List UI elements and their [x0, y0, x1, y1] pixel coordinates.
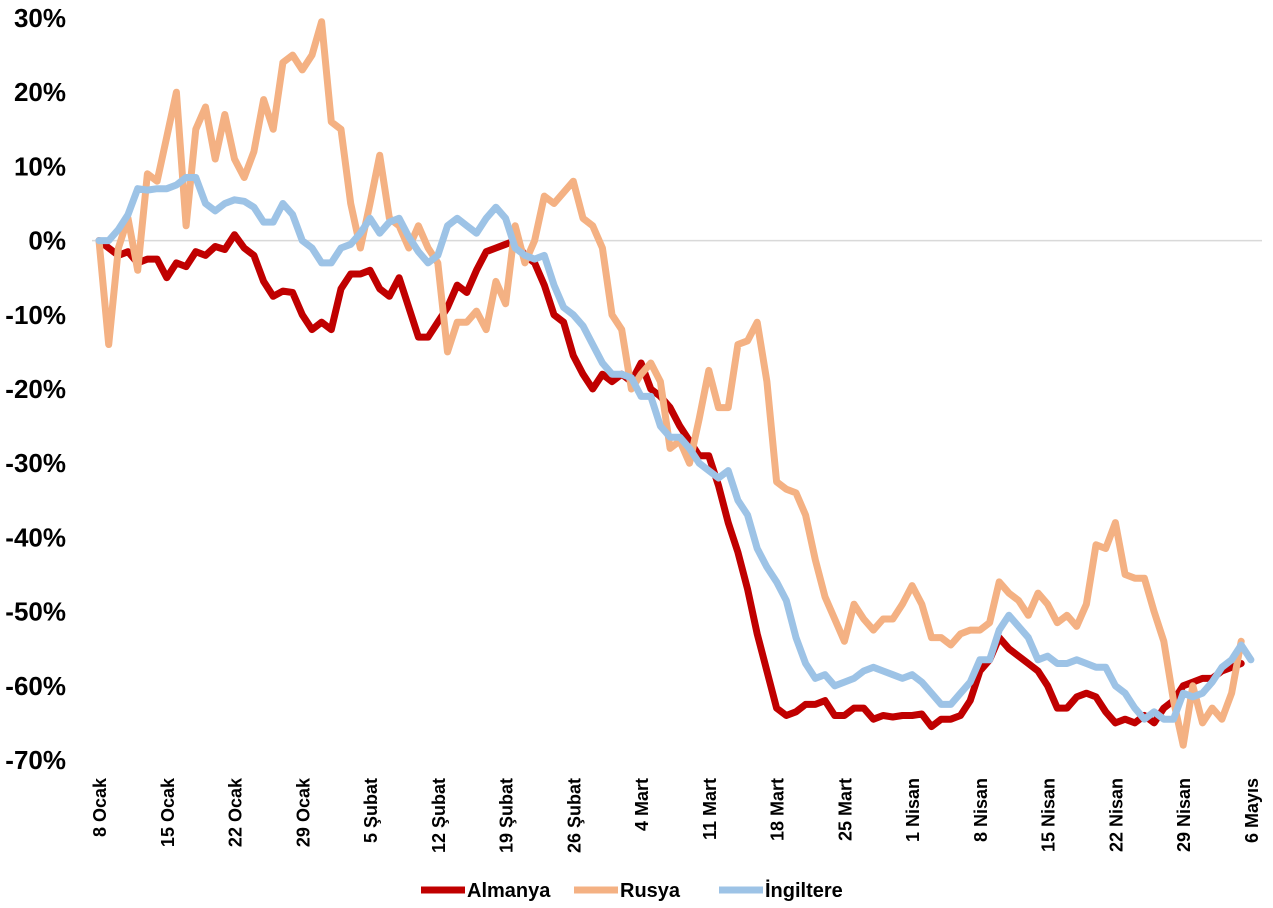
x-tick-label: 12 Şubat	[429, 778, 449, 853]
series-line	[95, 231, 1245, 731]
x-tick-label: 5 Şubat	[361, 778, 381, 843]
x-tick-label: 15 Nisan	[1039, 778, 1059, 852]
y-tick-label: 10%	[14, 151, 66, 181]
x-tick-label: 8 Nisan	[971, 778, 991, 842]
x-tick-label: 18 Mart	[768, 778, 788, 841]
y-tick-label: 30%	[14, 3, 66, 33]
x-tick-label: 29 Nisan	[1174, 778, 1194, 852]
y-axis-ticks: 30% 20% 10% 0% -10% -20% -30% -40% -50% -60% -70%	[5, 3, 66, 775]
legend: Almanya Rusya İngiltere	[421, 879, 843, 902]
series-line	[95, 174, 1255, 723]
legend-label: İngiltere	[765, 879, 843, 902]
y-tick-label: 20%	[14, 77, 66, 107]
y-tick-label: -10%	[5, 300, 66, 330]
x-tick-label: 8 Ocak	[90, 777, 110, 837]
series-lines	[95, 18, 1255, 749]
y-tick-label: -60%	[5, 671, 66, 701]
legend-label: Almanya	[467, 880, 551, 902]
x-tick-label: 29 Ocak	[293, 777, 313, 847]
y-tick-label: -40%	[5, 522, 66, 552]
x-tick-label: 6 Mayıs	[1242, 778, 1262, 843]
x-tick-label: 15 Ocak	[158, 777, 178, 847]
x-tick-label: 25 Mart	[835, 778, 855, 841]
y-tick-label: 0%	[28, 226, 66, 256]
x-tick-label: 22 Ocak	[226, 777, 246, 847]
y-tick-label: -50%	[5, 597, 66, 627]
x-tick-label: 22 Nisan	[1106, 778, 1126, 852]
x-tick-label: 26 Şubat	[564, 778, 584, 853]
legend-label: Rusya	[620, 880, 681, 902]
y-tick-label: -30%	[5, 448, 66, 478]
y-tick-label: -70%	[5, 745, 66, 775]
x-tick-label: 19 Şubat	[497, 778, 517, 853]
x-tick-label: 4 Mart	[632, 778, 652, 831]
x-axis-ticks: 8 Ocak 15 Ocak 22 Ocak 29 Ocak 5 Şubat 12 Şub…	[90, 777, 1262, 853]
x-tick-label: 11 Mart	[700, 778, 720, 840]
y-tick-label: -20%	[5, 374, 66, 404]
x-tick-label: 1 Nisan	[903, 778, 923, 842]
series-line	[95, 18, 1245, 749]
